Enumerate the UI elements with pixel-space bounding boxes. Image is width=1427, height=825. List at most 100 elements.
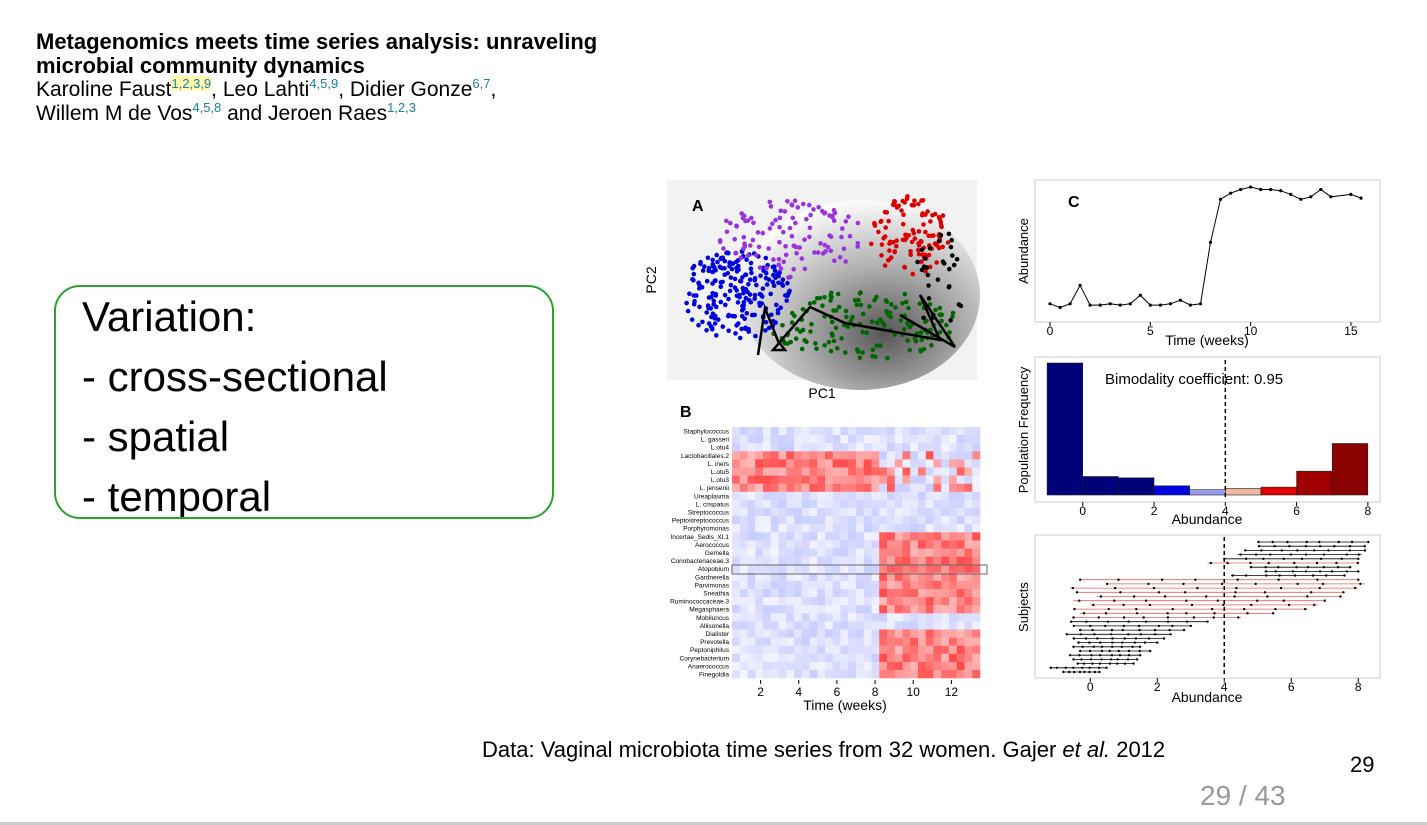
- subject-point: [1122, 616, 1126, 619]
- subject-point: [1342, 591, 1345, 594]
- subject-point: [1097, 616, 1100, 619]
- pca-point: [734, 288, 739, 293]
- heatmap-cell: [949, 459, 958, 468]
- heatmap-cell: [879, 621, 888, 630]
- heatmap-cell: [894, 508, 903, 517]
- pca-point: [807, 301, 813, 306]
- subject-point: [1111, 641, 1114, 644]
- heatmap-cell: [910, 556, 919, 565]
- heatmap-cell: [879, 459, 888, 468]
- pca-point: [857, 355, 863, 361]
- heatmap-cell: [902, 653, 911, 663]
- heatmap-cell: [918, 443, 927, 452]
- heatmap-cell: [770, 499, 779, 509]
- subject-point: [1254, 582, 1257, 586]
- heatmap-cell: [902, 670, 911, 679]
- pca-point: [766, 277, 772, 282]
- subject-point: [1162, 637, 1166, 640]
- pca-point: [949, 237, 954, 243]
- subject-point: [1104, 612, 1108, 615]
- heatmap-cell: [732, 508, 741, 517]
- heatmap-cell: [848, 451, 857, 460]
- heatmap-cell: [825, 613, 834, 622]
- heatmap-cell: [863, 459, 872, 468]
- subject-point: [1182, 628, 1186, 632]
- pca-point: [718, 299, 724, 305]
- heatmap-cell: [755, 597, 764, 606]
- subject-point: [1080, 658, 1083, 661]
- heatmap-cell: [801, 613, 810, 622]
- heatmap-cell: [925, 516, 934, 525]
- heatmap-cell: [879, 645, 888, 654]
- subject-point: [1117, 578, 1120, 581]
- panel-a-xlabel: PC1: [808, 385, 835, 401]
- heatmap-cell: [964, 475, 973, 484]
- heatmap-cell: [972, 605, 981, 614]
- pca-point: [811, 207, 816, 212]
- heatmap-cell: [933, 491, 942, 501]
- subject-point: [1353, 586, 1357, 590]
- heatmap-cell: [863, 499, 872, 509]
- heatmap-cell: [933, 613, 942, 622]
- heatmap-cell: [863, 467, 872, 476]
- heatmap-cell: [801, 637, 810, 646]
- heatmap-cell: [817, 548, 826, 557]
- heatmap-cell: [732, 621, 741, 630]
- heatmap-cell: [925, 459, 934, 468]
- heatmap-cell: [755, 451, 764, 460]
- abundance-point: [1218, 197, 1223, 201]
- subject-point: [1122, 624, 1126, 628]
- heatmap-cell: [894, 653, 903, 663]
- pca-point: [711, 298, 717, 304]
- pca-point: [807, 202, 812, 208]
- subject-point: [1133, 641, 1137, 644]
- heatmap-cell: [887, 427, 896, 436]
- heatmap-cell: [786, 524, 795, 533]
- subject-point: [1249, 561, 1252, 565]
- heatmap-cell: [770, 580, 779, 590]
- subject-point: [1190, 603, 1194, 607]
- subject-point: [1267, 561, 1270, 565]
- pca-point: [690, 277, 695, 282]
- x-tick-label: 6: [834, 685, 841, 699]
- heatmap-cell: [763, 661, 772, 671]
- taxon-label: Lactobacillales.2: [681, 453, 729, 460]
- heatmap-cell: [739, 540, 748, 549]
- subject-point: [1100, 658, 1103, 661]
- heatmap-cell: [770, 467, 779, 476]
- heatmap-cell: [794, 491, 803, 501]
- pca-point: [752, 276, 758, 281]
- heatmap-cell: [856, 475, 865, 484]
- pca-point: [714, 252, 719, 258]
- x-tick-label: 4: [1222, 504, 1229, 518]
- heatmap-cell: [956, 548, 965, 557]
- subject-point: [1122, 603, 1125, 607]
- heatmap-cell: [863, 556, 872, 565]
- heatmap-cell: [918, 605, 927, 614]
- heatmap-cell: [778, 532, 787, 541]
- heatmap-cell: [763, 475, 772, 484]
- pca-point: [934, 260, 939, 265]
- pca-point: [926, 283, 931, 288]
- heatmap-cell: [902, 435, 911, 444]
- heatmap-cell: [863, 629, 872, 638]
- subject-point: [1256, 599, 1259, 602]
- heatmap-cell: [879, 597, 888, 606]
- heatmap-cell: [956, 516, 965, 525]
- subject-point: [1318, 586, 1321, 590]
- heatmap-cell: [848, 435, 857, 444]
- variation-box: Variation: - cross-sectional - spatial -…: [54, 285, 554, 519]
- heatmap-cell: [949, 653, 958, 663]
- subject-point: [1319, 545, 1322, 548]
- heatmap-cell: [817, 629, 826, 638]
- subject-point: [1088, 649, 1092, 653]
- heatmap-cell: [925, 613, 934, 622]
- pca-point: [903, 299, 909, 305]
- heatmap-cell: [871, 564, 880, 573]
- heatmap-cell: [941, 435, 950, 444]
- heatmap-cell: [910, 580, 919, 590]
- heatmap-cell: [794, 483, 803, 492]
- subject-point: [1321, 582, 1325, 586]
- heatmap-cell: [817, 427, 826, 436]
- heatmap-cell: [739, 475, 748, 484]
